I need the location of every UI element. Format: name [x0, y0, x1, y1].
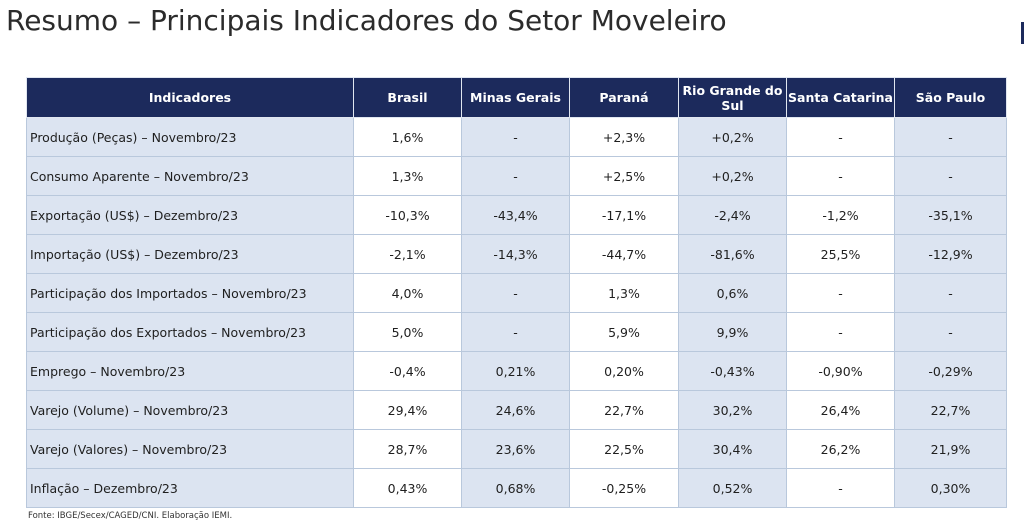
header-minas-gerais: Minas Gerais: [461, 77, 570, 118]
value-cell: -: [786, 273, 895, 313]
value-cell: -2,1%: [353, 234, 462, 274]
value-cell: 0,6%: [678, 273, 787, 313]
value-cell: -: [894, 117, 1007, 157]
table-row: Consumo Aparente – Novembro/23 1,3% - +2,5%…: [26, 156, 1007, 196]
value-cell: 0,30%: [894, 468, 1007, 508]
row-label: Participação dos Importados – Novembro/2…: [26, 273, 354, 313]
table-row: Varejo (Volume) – Novembro/23 29,4% 24,6% 2…: [26, 390, 1007, 430]
table-row: Exportação (US$) – Dezembro/23 -10,3% -43,…: [26, 195, 1007, 235]
value-cell: 22,7%: [569, 390, 679, 430]
value-cell: -43,4%: [461, 195, 570, 235]
value-cell: 24,6%: [461, 390, 570, 430]
table-row: Inflação – Dezembro/23 0,43% 0,68% -0,25% 0,…: [26, 468, 1007, 508]
value-cell: 0,52%: [678, 468, 787, 508]
row-label: Varejo (Valores) – Novembro/23: [26, 429, 354, 469]
slide-edge-marker: [1021, 22, 1024, 44]
value-cell: -35,1%: [894, 195, 1007, 235]
source-footnote: Fonte: IBGE/Secex/CAGED/CNI. Elaboração …: [28, 511, 233, 521]
table-row: Varejo (Valores) – Novembro/23 28,7% 23,6%…: [26, 429, 1007, 469]
table-row: Emprego – Novembro/23 -0,4% 0,21% 0,20% -0,4…: [26, 351, 1007, 391]
value-cell: 1,3%: [353, 156, 462, 196]
value-cell: -: [786, 117, 895, 157]
row-label: Inflação – Dezembro/23: [26, 468, 354, 508]
value-cell: 26,2%: [786, 429, 895, 469]
row-label: Emprego – Novembro/23: [26, 351, 354, 391]
value-cell: -: [786, 312, 895, 352]
value-cell: 4,0%: [353, 273, 462, 313]
row-label: Produção (Peças) – Novembro/23: [26, 117, 354, 157]
value-cell: 0,20%: [569, 351, 679, 391]
value-cell: 22,5%: [569, 429, 679, 469]
value-cell: 30,2%: [678, 390, 787, 430]
table-row: Participação dos Exportados – Novembro/2…: [26, 312, 1007, 352]
value-cell: -: [461, 312, 570, 352]
page-title: Resumo – Principais Indicadores do Setor…: [6, 4, 727, 37]
value-cell: -0,4%: [353, 351, 462, 391]
value-cell: -0,25%: [569, 468, 679, 508]
value-cell: -81,6%: [678, 234, 787, 274]
table-row: Importação (US$) – Dezembro/23 -2,1% -14,3…: [26, 234, 1007, 274]
value-cell: -: [461, 273, 570, 313]
table-header-row: Indicadores Brasil Minas Gerais Paraná R…: [26, 77, 1007, 118]
value-cell: -0,43%: [678, 351, 787, 391]
value-cell: 1,3%: [569, 273, 679, 313]
value-cell: -17,1%: [569, 195, 679, 235]
header-rio-grande-do-sul: Rio Grande do Sul: [678, 77, 787, 118]
header-indicadores: Indicadores: [26, 77, 354, 118]
value-cell: -: [894, 312, 1007, 352]
value-cell: 22,7%: [894, 390, 1007, 430]
value-cell: -: [786, 156, 895, 196]
row-label: Varejo (Volume) – Novembro/23: [26, 390, 354, 430]
value-cell: +2,3%: [569, 117, 679, 157]
value-cell: 29,4%: [353, 390, 462, 430]
value-cell: -12,9%: [894, 234, 1007, 274]
indicators-table: Indicadores Brasil Minas Gerais Paraná R…: [26, 77, 1007, 508]
value-cell: -0,29%: [894, 351, 1007, 391]
value-cell: 23,6%: [461, 429, 570, 469]
value-cell: -10,3%: [353, 195, 462, 235]
value-cell: -14,3%: [461, 234, 570, 274]
value-cell: +0,2%: [678, 117, 787, 157]
value-cell: 25,5%: [786, 234, 895, 274]
value-cell: 9,9%: [678, 312, 787, 352]
value-cell: -: [786, 468, 895, 508]
value-cell: 28,7%: [353, 429, 462, 469]
header-santa-catarina: Santa Catarina: [786, 77, 895, 118]
value-cell: +2,5%: [569, 156, 679, 196]
table-row: Produção (Peças) – Novembro/23 1,6% - +2,3%…: [26, 117, 1007, 157]
value-cell: 0,43%: [353, 468, 462, 508]
value-cell: +0,2%: [678, 156, 787, 196]
row-label: Exportação (US$) – Dezembro/23: [26, 195, 354, 235]
value-cell: 26,4%: [786, 390, 895, 430]
value-cell: -44,7%: [569, 234, 679, 274]
value-cell: -: [461, 156, 570, 196]
value-cell: -0,90%: [786, 351, 895, 391]
value-cell: -: [894, 273, 1007, 313]
value-cell: -: [894, 156, 1007, 196]
value-cell: 5,0%: [353, 312, 462, 352]
value-cell: -2,4%: [678, 195, 787, 235]
value-cell: 21,9%: [894, 429, 1007, 469]
value-cell: -1,2%: [786, 195, 895, 235]
value-cell: 0,68%: [461, 468, 570, 508]
header-brasil: Brasil: [353, 77, 462, 118]
value-cell: 30,4%: [678, 429, 787, 469]
header-parana: Paraná: [569, 77, 679, 118]
row-label: Consumo Aparente – Novembro/23: [26, 156, 354, 196]
table-body: Produção (Peças) – Novembro/23 1,6% - +2,3%…: [26, 117, 1007, 508]
header-sao-paulo: São Paulo: [894, 77, 1007, 118]
value-cell: -: [461, 117, 570, 157]
row-label: Participação dos Exportados – Novembro/2…: [26, 312, 354, 352]
row-label: Importação (US$) – Dezembro/23: [26, 234, 354, 274]
value-cell: 0,21%: [461, 351, 570, 391]
value-cell: 1,6%: [353, 117, 462, 157]
table-row: Participação dos Importados – Novembro/2…: [26, 273, 1007, 313]
value-cell: 5,9%: [569, 312, 679, 352]
